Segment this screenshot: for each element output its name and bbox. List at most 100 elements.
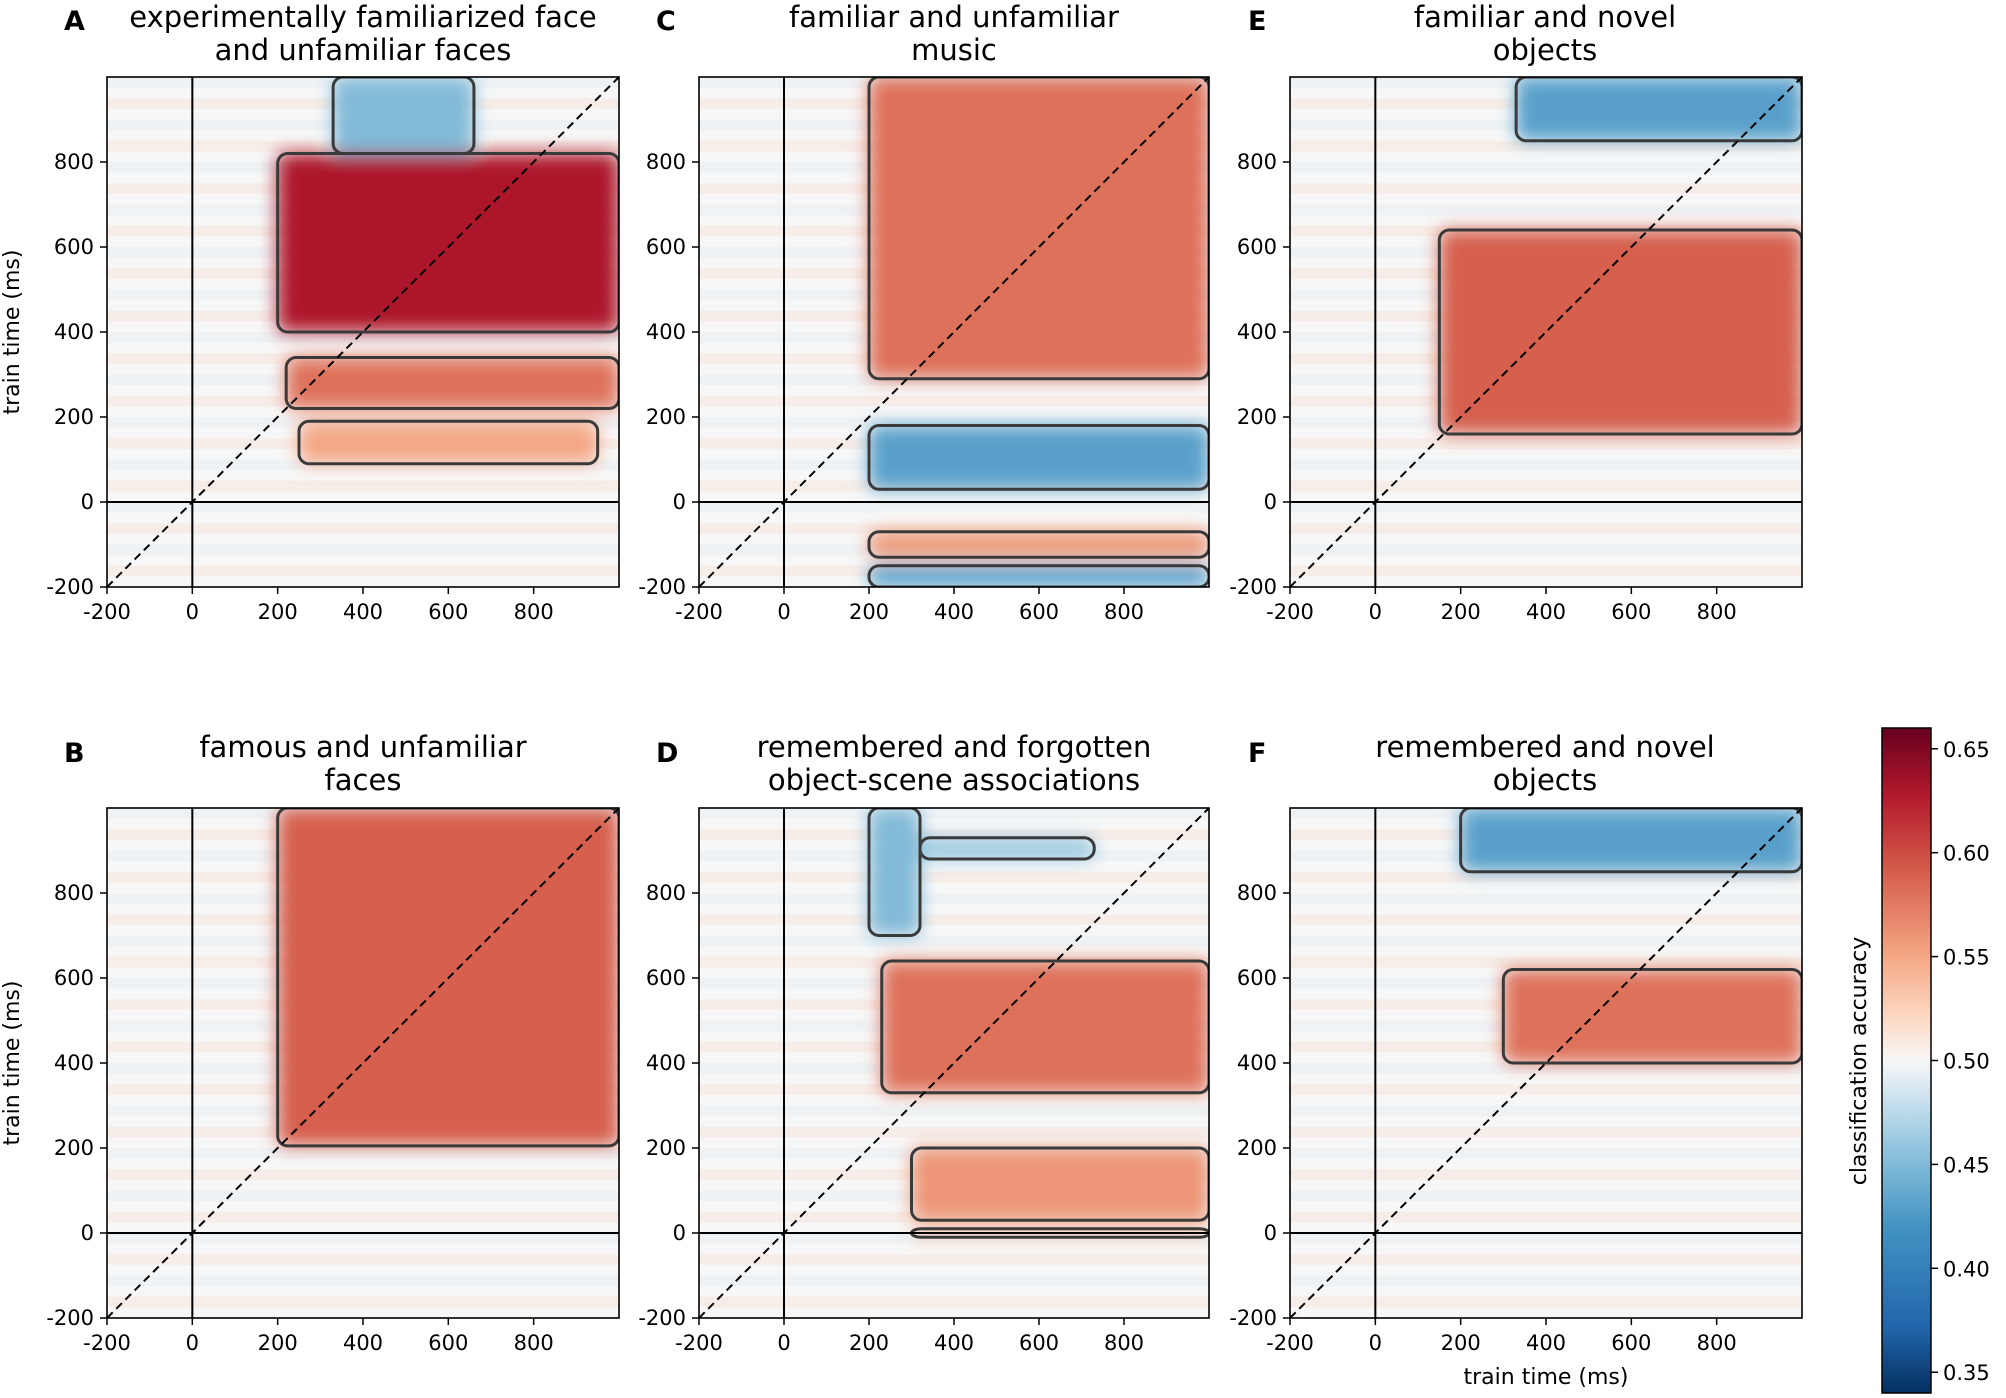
y-tick-label: 200: [54, 1136, 94, 1160]
x-tick-label: 200: [849, 1331, 889, 1355]
panel-title-line-1: experimentally familiarized face: [129, 0, 596, 34]
heatmap-region: [869, 77, 1209, 379]
heatmap-region: [286, 357, 619, 409]
x-tick-label: 600: [1611, 600, 1651, 624]
background-stripe: [699, 1126, 1209, 1138]
y-tick-label: 800: [646, 881, 686, 905]
significance-contour: [867, 564, 1209, 587]
x-tick-label: 0: [777, 1331, 790, 1355]
y-tick-label: 600: [54, 966, 94, 990]
background-stripe: [1290, 438, 1802, 449]
x-tick-label: 400: [343, 600, 383, 624]
y-tick-label: -200: [1229, 575, 1277, 599]
y-tick-label: -200: [46, 1306, 94, 1330]
background-stripe: [107, 1148, 619, 1159]
x-tick-label: 600: [428, 1331, 468, 1355]
background-stripe: [699, 1275, 1209, 1287]
background-stripe: [1290, 459, 1802, 471]
x-tick-label: 800: [1104, 600, 1144, 624]
heatmap-region: [920, 837, 1095, 859]
background-stripe: [107, 1296, 619, 1308]
panel-title-line-2: objects: [1493, 763, 1597, 797]
background-stripe: [1290, 956, 1802, 968]
panel-title-line-2: objects: [1493, 33, 1597, 67]
x-tick-label: 600: [1019, 1331, 1059, 1355]
background-stripe: [1290, 162, 1802, 173]
x-tick-label: 200: [849, 600, 889, 624]
y-tick-label: 400: [1237, 1051, 1277, 1075]
significance-contour: [918, 836, 1096, 861]
y-axis-label: train time (ms): [0, 981, 25, 1146]
y-tick-label: 200: [1237, 405, 1277, 429]
panel-title-line-1: remembered and novel: [1375, 730, 1714, 764]
background-stripe: [699, 935, 1209, 947]
background-stripe: [1290, 1254, 1802, 1265]
colorbar-tick-label: 0.45: [1943, 1153, 1990, 1177]
background-stripe: [1290, 914, 1802, 925]
x-tick-label: 800: [514, 600, 554, 624]
y-tick-label: -200: [1229, 1306, 1277, 1330]
y-tick-label: -200: [46, 575, 94, 599]
y-tick-label: 400: [646, 1051, 686, 1075]
x-tick-label: 600: [428, 600, 468, 624]
heatmap-region: [1516, 77, 1802, 141]
plot-area: [1290, 77, 1802, 587]
significance-contour: [297, 419, 600, 466]
y-tick-label: 600: [54, 235, 94, 259]
colorbar-gradient: [1881, 727, 1932, 1394]
y-tick-label: 800: [1237, 881, 1277, 905]
y-tick-label: 200: [646, 1136, 686, 1160]
background-stripe: [1290, 935, 1802, 947]
x-tick-label: 600: [1611, 1331, 1651, 1355]
significance-contour: [880, 959, 1209, 1095]
significance-contour: [910, 1146, 1209, 1222]
y-tick-label: 800: [646, 150, 686, 174]
x-tick-label: -200: [1266, 600, 1314, 624]
y-tick-label: 600: [646, 966, 686, 990]
background-stripe: [699, 829, 1209, 840]
background-stripe: [1290, 140, 1802, 152]
background-stripe: [1290, 204, 1802, 216]
background-stripe: [1290, 1063, 1802, 1074]
background-stripe: [1290, 1148, 1802, 1159]
heatmap-region: [881, 961, 1209, 1093]
background-stripe: [1290, 893, 1802, 904]
background-stripe: [1290, 523, 1802, 534]
heatmap-region: [1439, 230, 1802, 434]
colorbar-tick-label: 0.40: [1943, 1257, 1990, 1281]
y-tick-label: 200: [1237, 1136, 1277, 1160]
panel-title-line-1: remembered and forgotten: [757, 730, 1152, 764]
x-tick-label: 800: [1104, 1331, 1144, 1355]
heatmap-region: [1503, 969, 1802, 1063]
significance-contour: [1437, 228, 1802, 436]
colorbar-tick-label: 0.55: [1943, 946, 1990, 970]
colorbar-tick-label: 0.35: [1943, 1361, 1990, 1385]
x-tick-label: 800: [514, 1331, 554, 1355]
heatmap-region: [869, 565, 1209, 587]
background-stripe: [1290, 480, 1802, 492]
diagonal-line: [107, 808, 619, 1318]
background-stripe: [107, 1190, 619, 1202]
background-stripe: [1290, 1296, 1802, 1308]
y-tick-label: 400: [54, 1051, 94, 1075]
colorbar: classification accuracy 0.35 0.40 0.45 0.50…: [1847, 727, 1990, 1394]
x-tick-label: 400: [934, 1331, 974, 1355]
y-tick-label: 800: [54, 881, 94, 905]
x-tick-label: 200: [1441, 1331, 1481, 1355]
colorbar-tick-label: 0.65: [1943, 738, 1990, 762]
background-stripe: [1290, 183, 1802, 194]
x-tick-label: 600: [1019, 600, 1059, 624]
y-tick-label: 800: [54, 150, 94, 174]
panel-title-line-1: familiar and unfamiliar: [789, 0, 1119, 34]
y-tick-label: 0: [673, 490, 686, 514]
diagonal-line: [107, 77, 619, 587]
background-stripe: [699, 1105, 1209, 1117]
heatmap-region: [299, 421, 598, 464]
colorbar-tick-label: 0.50: [1943, 1050, 1990, 1074]
y-tick-label: -200: [638, 1306, 686, 1330]
background-stripe: [699, 893, 1209, 904]
significance-contour: [867, 808, 922, 937]
y-tick-label: 600: [646, 235, 686, 259]
panel-title-line-1: familiar and novel: [1414, 0, 1676, 34]
